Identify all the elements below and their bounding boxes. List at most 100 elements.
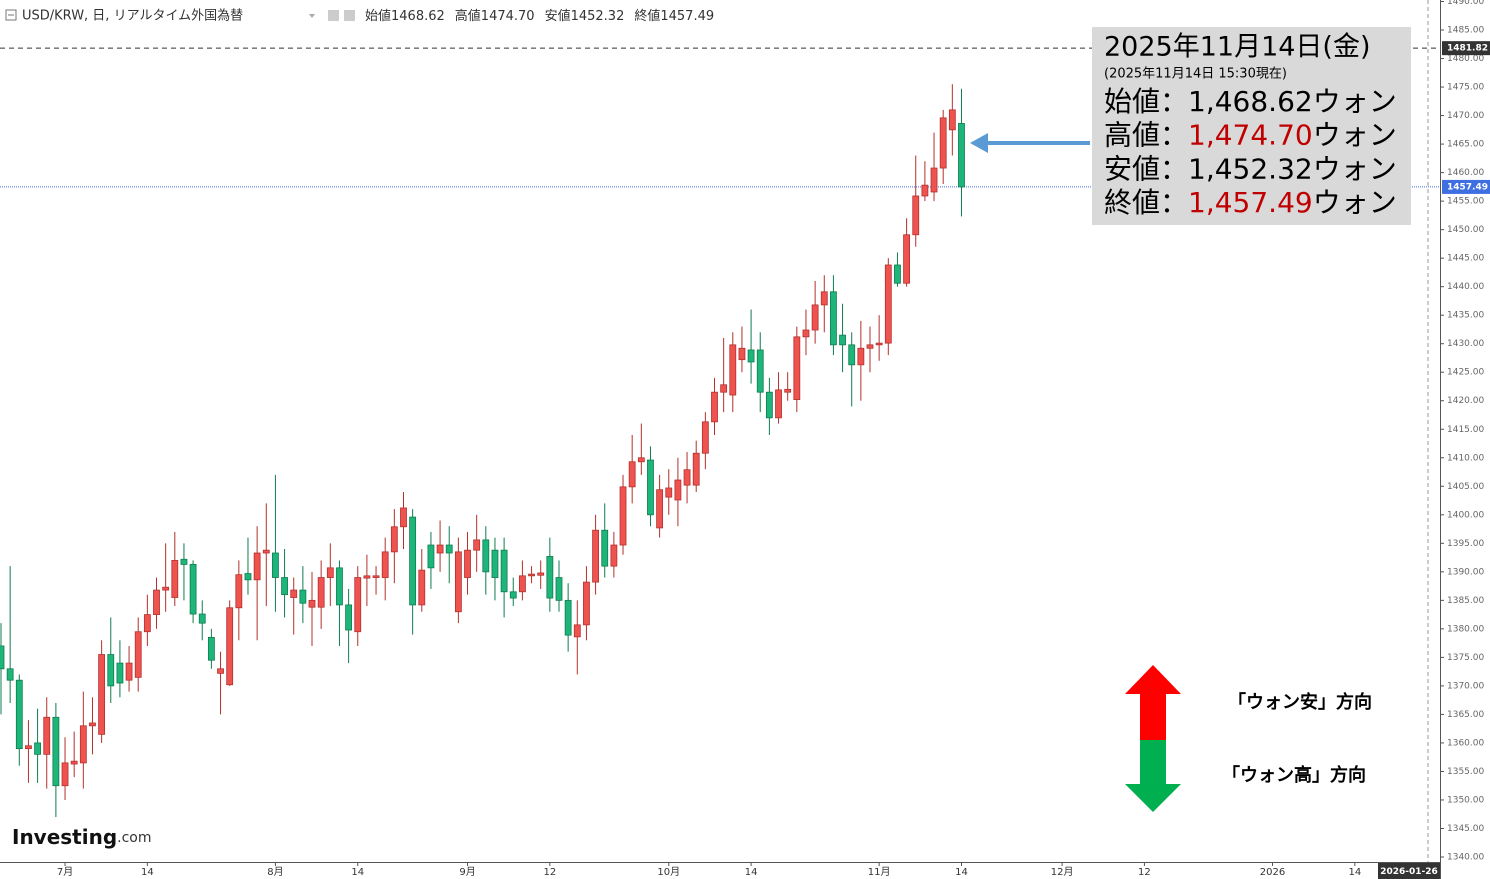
y-tick-label: 1400.00 xyxy=(1447,510,1484,520)
candle-body xyxy=(720,384,728,393)
candle-body xyxy=(79,725,87,764)
candle-body xyxy=(345,604,353,631)
y-tick-label: 1465.00 xyxy=(1447,140,1484,150)
y-tick-label: 1345.00 xyxy=(1447,824,1484,834)
direction-down-label: 「ウォン高」方向 xyxy=(1222,764,1366,786)
y-tick-label: 1350.00 xyxy=(1447,795,1484,805)
candle-body xyxy=(921,184,929,197)
candle-body xyxy=(107,654,115,687)
candle-body xyxy=(765,391,773,419)
stat-value: 1452.32 xyxy=(571,9,625,24)
close-icon[interactable] xyxy=(344,10,355,21)
y-tick-label: 1395.00 xyxy=(1447,539,1484,549)
symbol: USD/KRW, 日, リアルタイム外国為替 xyxy=(22,8,243,24)
candle-body xyxy=(171,560,179,598)
candle-body xyxy=(701,421,709,454)
candle-body xyxy=(15,679,23,750)
candle-body xyxy=(43,716,51,755)
y-tick-label: 1405.00 xyxy=(1447,482,1484,492)
candle-body xyxy=(25,745,32,750)
candle-body xyxy=(592,529,599,583)
candle-body xyxy=(281,577,288,596)
x-tick-label: 14 xyxy=(955,867,968,878)
candle-body xyxy=(656,489,664,529)
stat-value: 1474.70 xyxy=(481,9,535,24)
stat-label: 始値 xyxy=(365,8,391,24)
info-box: 2025年11月14日(金) (2025年11月14日 15:30現在) 始値：… xyxy=(1092,27,1411,225)
candle-body xyxy=(948,109,956,131)
candle-body xyxy=(226,607,234,686)
candle-body xyxy=(317,577,325,608)
candle-body xyxy=(793,336,801,400)
y-tick-label: 1360.00 xyxy=(1447,738,1484,748)
dropdown-icon[interactable] xyxy=(309,14,315,18)
direction-legend: 「ウォン安」方向 「ウォン高」方向 xyxy=(1125,665,1372,812)
candle-body xyxy=(637,457,645,463)
x-tick-label: 14 xyxy=(141,867,154,878)
collapse-icon[interactable] xyxy=(5,9,17,21)
candle-body xyxy=(775,389,782,419)
candle-body xyxy=(89,722,96,727)
candle-body xyxy=(372,575,380,578)
info-row: 高値：1,474.70ウォン xyxy=(1104,119,1397,152)
candle-body xyxy=(445,544,453,554)
candle-body xyxy=(436,544,444,554)
candle-body xyxy=(857,347,865,366)
y-tick-label: 1430.00 xyxy=(1447,339,1484,349)
info-row-unit: ウォン xyxy=(1313,186,1397,219)
y-tick-label: 1410.00 xyxy=(1447,453,1484,463)
candle-body xyxy=(189,564,197,615)
y-tick-label: 1480.00 xyxy=(1447,54,1484,64)
candle-body xyxy=(409,516,417,606)
info-row-label: 終値： xyxy=(1104,186,1188,219)
price-line-box xyxy=(1442,41,1490,56)
x-tick-label: 12月 xyxy=(1051,866,1074,878)
candle-body xyxy=(217,668,224,674)
x-tick-label: 8月 xyxy=(267,866,283,878)
candle-body xyxy=(610,544,618,567)
candle-body xyxy=(555,577,563,601)
candle-body xyxy=(0,645,5,670)
candle-body xyxy=(454,551,462,613)
y-tick-label: 1440.00 xyxy=(1447,282,1484,292)
settings-icon[interactable] xyxy=(328,10,339,21)
x-tick-label: 7月 xyxy=(57,866,73,878)
candle-body xyxy=(601,529,609,567)
info-row-label: 始値： xyxy=(1104,85,1188,118)
candle-body xyxy=(647,459,654,516)
info-row: 始値：1,468.62ウォン xyxy=(1104,85,1397,118)
y-tick-label: 1355.00 xyxy=(1447,767,1484,777)
stat-value: 1468.62 xyxy=(391,9,445,24)
candle-body xyxy=(619,486,627,546)
candle-body xyxy=(811,304,819,331)
logo-suffix: .com xyxy=(117,830,151,846)
info-row-unit: ウォン xyxy=(1313,152,1397,185)
candle-body xyxy=(528,573,535,577)
candle-body xyxy=(711,391,718,423)
price-line-label: 1457.49 xyxy=(1447,182,1488,192)
candle-body xyxy=(866,344,874,349)
candle-body xyxy=(665,487,673,498)
candle-body xyxy=(381,551,389,578)
candle-body xyxy=(427,544,435,569)
candle-body xyxy=(738,347,746,361)
candle-body xyxy=(912,195,920,236)
ohlc-stats: 始値1468.62 高値1474.70 安値1452.32 終値1457.49 xyxy=(365,8,714,24)
info-subtitle: (2025年11月14日 15:30現在) xyxy=(1104,67,1287,82)
y-tick-label: 1445.00 xyxy=(1447,254,1484,264)
y-tick-label: 1365.00 xyxy=(1447,710,1484,720)
info-box-bg xyxy=(1092,27,1411,225)
y-tick-label: 1460.00 xyxy=(1447,168,1484,178)
y-tick-label: 1475.00 xyxy=(1447,83,1484,93)
stat-label: 終値 xyxy=(634,8,660,24)
candle-body xyxy=(198,613,206,624)
candle-body xyxy=(537,572,545,576)
candle-body xyxy=(573,624,581,638)
candle-body xyxy=(482,539,490,573)
candle-body xyxy=(519,575,526,593)
y-tick-label: 1490.00 xyxy=(1447,0,1484,7)
y-tick-label: 1390.00 xyxy=(1447,567,1484,577)
candle-body xyxy=(6,668,14,681)
candle-body xyxy=(820,291,828,306)
